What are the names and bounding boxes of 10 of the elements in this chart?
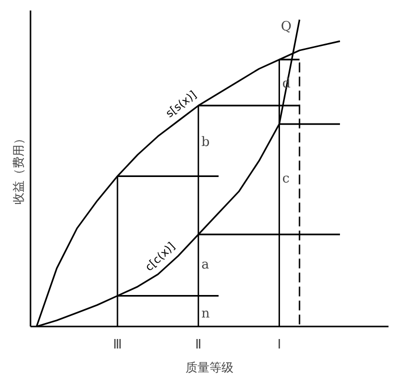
x-axis-title: 质量等级 <box>186 360 234 374</box>
annotation: c <box>282 172 290 187</box>
x-tick-label: Ⅲ <box>112 338 122 352</box>
annotation: Q <box>280 20 292 35</box>
annotation: n <box>201 306 210 322</box>
y-axis-title: 收益（费用） <box>12 132 26 204</box>
annotation: a <box>201 258 210 273</box>
x-tick-label: Ⅱ <box>195 338 202 352</box>
x-tick-label: Ⅰ <box>277 338 282 352</box>
annotation: b <box>201 134 210 150</box>
